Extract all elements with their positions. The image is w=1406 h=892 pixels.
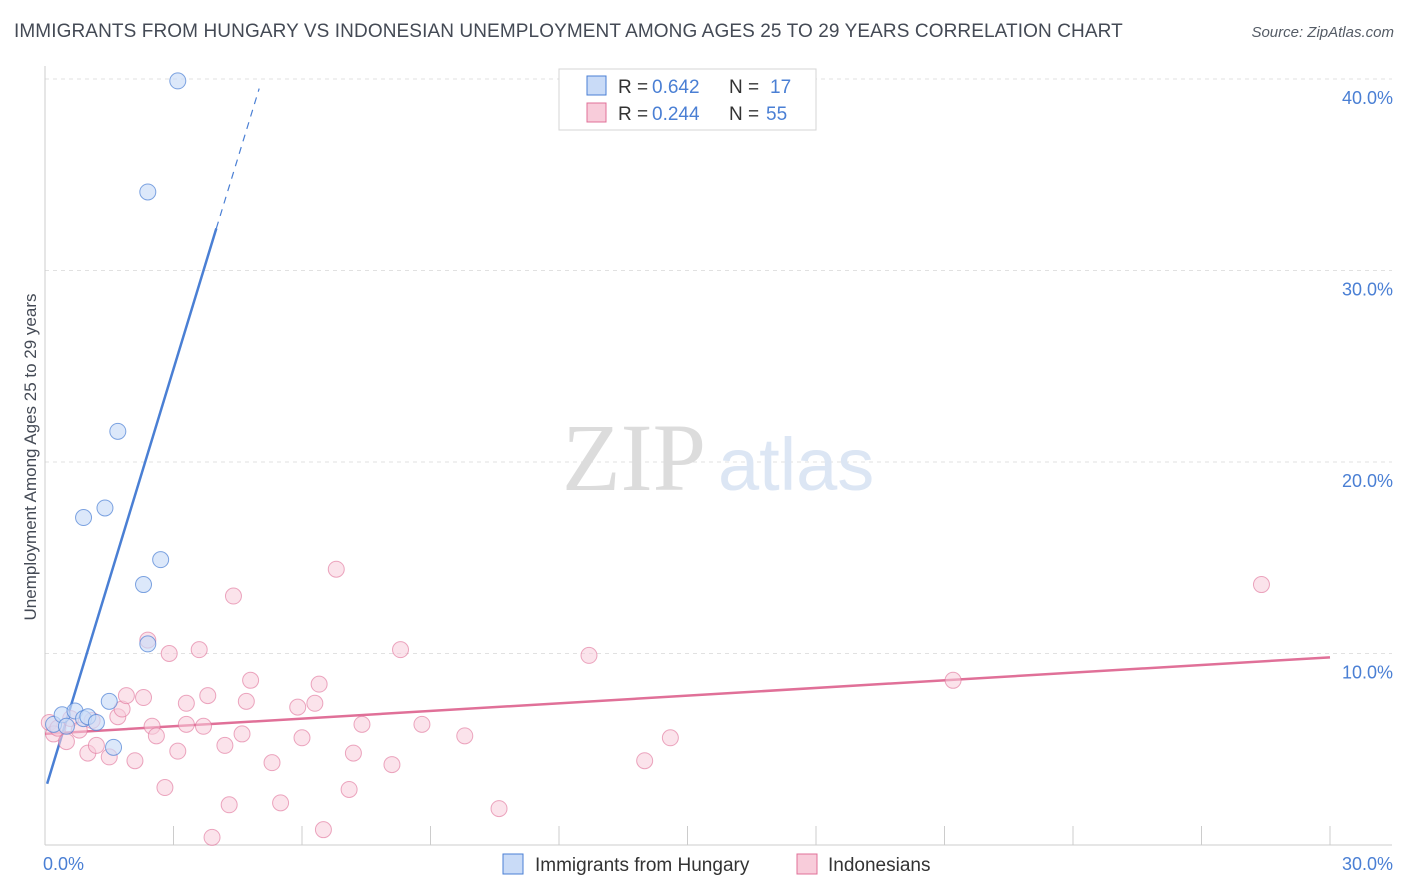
watermark-zip: ZIP	[562, 404, 706, 511]
point-indonesians-39	[314, 821, 332, 839]
point-indonesians-36	[293, 729, 311, 747]
trend-lines	[44, 88, 1331, 785]
grid-lines	[45, 78, 1392, 654]
point-indonesians-14	[135, 689, 153, 707]
y-tick-label-40: 40.0%	[1342, 88, 1393, 108]
point-indonesians-17	[147, 727, 165, 745]
point-indonesians-13	[126, 752, 144, 770]
point-indonesians-52	[944, 671, 962, 689]
axes: 10.0% 20.0% 30.0% 40.0% 0.0% 30.0%	[43, 66, 1393, 874]
legend-swatch-hungary	[586, 75, 607, 96]
point-indonesians-18	[156, 779, 174, 797]
bottom-legend: Immigrants from Hungary Indonesians	[502, 853, 930, 876]
point-indonesians-33	[263, 754, 281, 772]
legend-n-value-hungary: 17	[770, 77, 791, 98]
point-indonesians-29	[224, 587, 242, 605]
point-indonesians-40	[327, 560, 345, 578]
legend-n-value-indonesians: 55	[766, 104, 787, 125]
point-hungary-16	[169, 72, 187, 90]
point-hungary-10	[96, 499, 114, 517]
trend-line-hungary-extension	[215, 88, 260, 229]
legend-r-label-indonesians: R =	[618, 104, 648, 125]
point-hungary-8	[105, 738, 123, 756]
point-hungary-7	[100, 692, 118, 710]
point-indonesians-27	[216, 736, 234, 754]
point-indonesians-50	[636, 752, 654, 770]
point-indonesians-44	[383, 756, 401, 774]
point-indonesians-32	[242, 671, 260, 689]
point-hungary-14	[152, 551, 170, 569]
bottom-legend-label-indonesians: Indonesians	[828, 855, 930, 876]
bottom-legend-swatch-indonesians	[796, 853, 818, 875]
chart-title: IMMIGRANTS FROM HUNGARY VS INDONESIAN UN…	[14, 21, 1123, 42]
bottom-legend-label-hungary: Immigrants from Hungary	[535, 855, 750, 876]
source-label: Source: ZipAtlas.com	[1251, 24, 1394, 41]
point-hungary-11	[109, 422, 127, 440]
legend-n-label-indonesians: N =	[729, 104, 759, 125]
bottom-legend-swatch-hungary	[502, 853, 524, 875]
point-indonesians-48	[490, 800, 508, 818]
point-indonesians-46	[413, 715, 431, 733]
legend-r-value-indonesians: 0.244	[652, 104, 700, 125]
point-indonesians-3	[57, 733, 75, 751]
trend-line-hungary	[45, 228, 218, 785]
point-hungary-6	[87, 713, 105, 731]
y-tick-label-20: 20.0%	[1342, 471, 1393, 491]
point-indonesians-12	[117, 687, 135, 705]
data-points	[40, 72, 1270, 846]
point-indonesians-24	[194, 717, 212, 735]
point-indonesians-25	[199, 687, 217, 705]
point-hungary-2	[57, 717, 75, 735]
point-indonesians-8	[87, 736, 105, 754]
point-indonesians-53	[1252, 576, 1270, 594]
point-indonesians-26	[203, 828, 221, 846]
legend-swatch-indonesians	[586, 102, 607, 123]
point-indonesians-19	[160, 645, 178, 662]
point-indonesians-22	[177, 715, 195, 733]
point-indonesians-35	[289, 698, 307, 716]
y-tick-label-30: 30.0%	[1342, 280, 1393, 300]
point-hungary-15	[139, 183, 157, 201]
point-indonesians-20	[169, 742, 187, 760]
legend-r-value-hungary: 0.642	[652, 77, 700, 98]
point-indonesians-42	[344, 744, 362, 762]
x-tick-label-max: 30.0%	[1342, 854, 1393, 874]
point-hungary-13	[139, 635, 157, 653]
legend-r-label-hungary: R =	[618, 77, 648, 98]
point-hungary-9	[75, 509, 93, 527]
point-indonesians-51	[661, 729, 679, 747]
legend-n-label-hungary: N =	[729, 77, 759, 98]
point-indonesians-30	[233, 725, 251, 743]
point-indonesians-49	[580, 646, 598, 664]
point-indonesians-47	[456, 727, 474, 745]
point-indonesians-45	[392, 641, 410, 659]
point-indonesians-31	[237, 692, 255, 710]
point-indonesians-41	[340, 780, 358, 798]
point-indonesians-21	[177, 694, 195, 712]
point-hungary-12	[135, 576, 153, 594]
trend-line-indonesians	[44, 656, 1331, 736]
point-indonesians-38	[310, 675, 328, 693]
y-axis-label: Unemployment Among Ages 25 to 29 years	[21, 294, 40, 621]
point-indonesians-37	[306, 694, 324, 712]
point-indonesians-43	[353, 715, 371, 733]
point-indonesians-23	[190, 641, 208, 659]
point-indonesians-34	[272, 794, 290, 812]
watermark: ZIP atlas	[562, 404, 874, 511]
stats-legend: R = 0.642 N = 17 R = 0.244 N = 55	[558, 68, 817, 131]
x-tick-label-min: 0.0%	[43, 854, 84, 874]
point-indonesians-28	[220, 796, 238, 814]
y-tick-label-10: 10.0%	[1342, 663, 1393, 683]
watermark-atlas: atlas	[718, 423, 874, 506]
